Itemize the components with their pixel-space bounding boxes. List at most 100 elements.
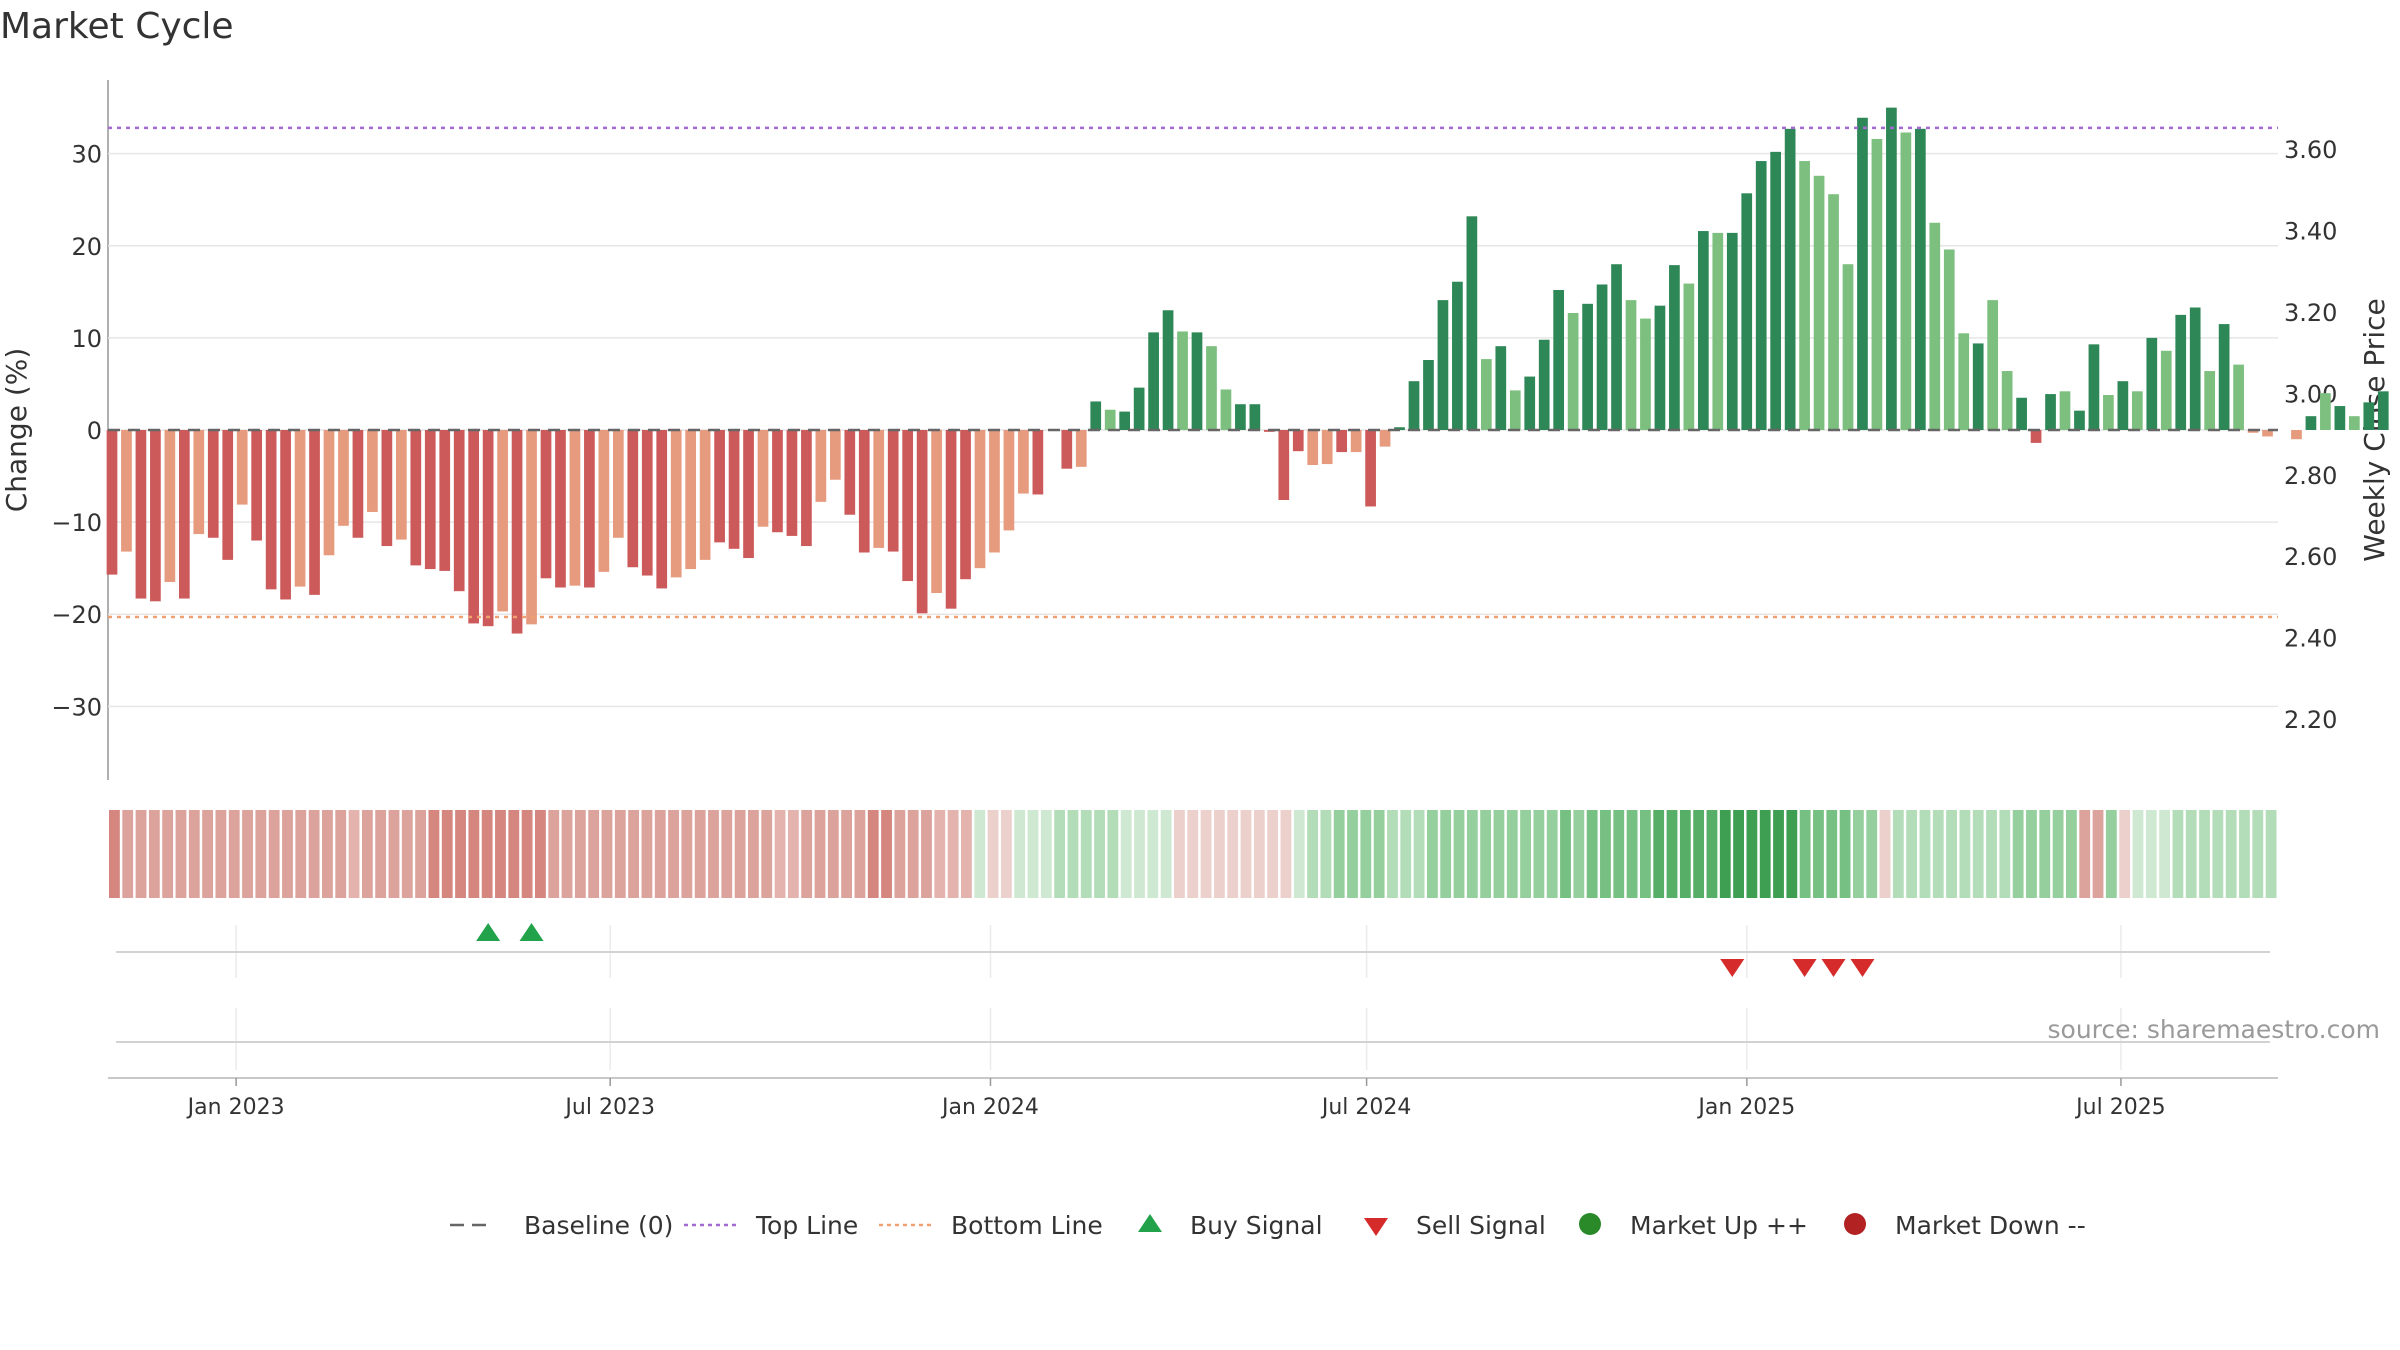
band-cell (947, 810, 959, 898)
bar (1321, 430, 1333, 465)
x-tick-label: Jan 2025 (1696, 1095, 1795, 1120)
band-cell (1213, 810, 1225, 898)
bar (1292, 430, 1304, 452)
band-cell (1054, 810, 1066, 898)
band-cell (1080, 810, 1092, 898)
band-cell (1892, 810, 1904, 898)
bar (815, 430, 827, 502)
bar (858, 430, 870, 553)
bar (1235, 404, 1246, 430)
band-cell (854, 810, 866, 898)
x-tick-label: Jan 2023 (186, 1095, 285, 1120)
band-cell (974, 810, 986, 898)
band-cell (1613, 810, 1625, 898)
bar (1350, 430, 1362, 453)
sell-signal-marker (1720, 959, 1745, 977)
bar (2334, 406, 2346, 430)
bar (1900, 132, 1912, 430)
band-cell (1520, 810, 1531, 898)
band-cell (2092, 810, 2104, 898)
band-cell (1919, 810, 1931, 898)
band-cell (1719, 810, 1731, 898)
band-cell (1506, 810, 1518, 898)
bar (2189, 307, 2201, 430)
bar (1582, 303, 1593, 430)
y-tick-label: −30 (51, 693, 102, 721)
bar (338, 430, 349, 526)
bar (468, 430, 480, 624)
bar (1452, 281, 1463, 430)
bar (1553, 290, 1565, 430)
band-cell (1000, 810, 1012, 898)
bar (1437, 300, 1449, 430)
band-cell (827, 810, 839, 898)
band-cell (2132, 810, 2144, 898)
band-cell (668, 810, 679, 898)
bar (1784, 128, 1796, 430)
bar (309, 430, 320, 595)
band-cell (2199, 810, 2210, 898)
band-cell (1639, 810, 1651, 898)
band-cell (628, 810, 640, 898)
band-cell (748, 810, 759, 898)
bar (251, 430, 263, 541)
bar (178, 430, 190, 599)
bar (1857, 117, 1868, 431)
bar (670, 430, 682, 578)
bar (1741, 193, 1753, 430)
bar (540, 430, 552, 579)
band-cell (654, 810, 666, 898)
bar (2001, 371, 2013, 430)
band-cell (1107, 810, 1119, 898)
band-cell (228, 810, 240, 898)
bar (424, 430, 436, 570)
band-cell (521, 810, 533, 898)
band-cell (1746, 810, 1758, 898)
bar (1075, 430, 1087, 467)
band-cell (867, 810, 879, 898)
band-cell (1972, 810, 1984, 898)
band-cell (1826, 810, 1838, 898)
band-cell (481, 810, 493, 898)
band-cell (295, 810, 307, 898)
band-cell (282, 810, 293, 898)
band-cell (934, 810, 946, 898)
band-cell (308, 810, 320, 898)
bar (1712, 232, 1724, 430)
y-axis-title: Change (%) (0, 348, 33, 513)
bar (497, 430, 508, 612)
bar (193, 430, 205, 535)
band-cell (1027, 810, 1039, 898)
band-cell (388, 810, 400, 898)
legend-swatch-circle-icon (1579, 1213, 1601, 1235)
band-cell (1946, 810, 1957, 898)
band-cell (1293, 810, 1305, 898)
bar (1495, 346, 1507, 430)
legend-label: Market Up ++ (1630, 1211, 1808, 1240)
y-tick-label: 30 (71, 141, 102, 169)
band-cell (188, 810, 200, 898)
band-cell (1067, 810, 1079, 898)
band-cell (801, 810, 813, 898)
band-cell (455, 810, 466, 898)
bar (1466, 216, 1478, 430)
bar (2305, 416, 2317, 430)
band-cell (1400, 810, 1412, 898)
band-cell (361, 810, 373, 898)
band-cell (1014, 810, 1026, 898)
band-cell (2145, 810, 2157, 898)
band-cell (1999, 810, 2011, 898)
bar (916, 430, 928, 614)
band-cell (202, 810, 214, 898)
bar (265, 430, 277, 590)
bar (2377, 391, 2389, 430)
bar (1669, 265, 1680, 430)
band-cell (1134, 810, 1145, 898)
band-cell (1653, 810, 1665, 898)
bar (482, 430, 494, 627)
band-cell (907, 810, 919, 898)
band-cell (961, 810, 972, 898)
bar (1104, 409, 1116, 430)
band-cell (1360, 810, 1372, 898)
